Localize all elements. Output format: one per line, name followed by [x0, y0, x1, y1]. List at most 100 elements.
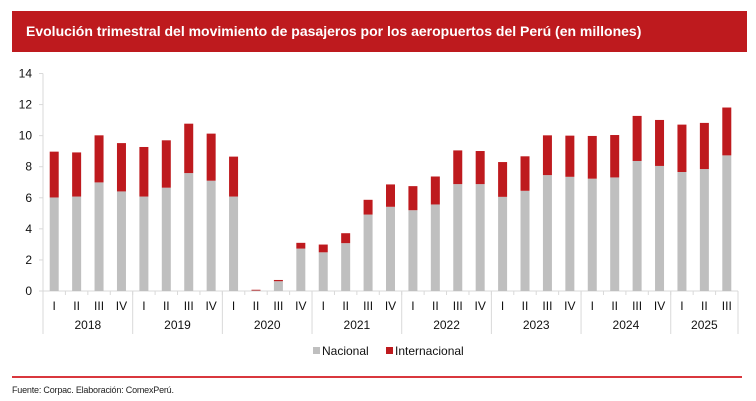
bar-nacional-2019-III	[184, 173, 194, 291]
bar-nacional-2025-III	[722, 155, 732, 291]
quarter-label: III	[722, 299, 732, 313]
y-tick-label: 12	[19, 98, 33, 112]
bar-internacional-2025-I	[677, 124, 687, 172]
quarter-label: IV	[475, 299, 486, 313]
year-label: 2024	[613, 318, 640, 332]
legend-label-internacional: Internacional	[395, 344, 464, 358]
bar-internacional-2022-II	[430, 176, 440, 205]
quarter-label: II	[701, 299, 708, 313]
bar-internacional-2023-II	[520, 156, 530, 191]
bar-internacional-2020-I	[229, 156, 239, 197]
bar-nacional-2021-II	[341, 243, 351, 291]
bar-internacional-2024-IV	[655, 119, 665, 166]
bar-internacional-2025-II	[699, 122, 709, 170]
y-tick-label: 2	[25, 253, 32, 267]
bar-internacional-2024-III	[632, 115, 642, 161]
legend-swatch-internacional	[386, 347, 393, 354]
quarter-label: III	[273, 299, 283, 313]
quarter-label: II	[253, 299, 260, 313]
bar-nacional-2022-III	[453, 184, 463, 291]
quarter-label: IV	[654, 299, 665, 313]
bar-nacional-2021-IV	[386, 206, 395, 291]
quarter-label: III	[453, 299, 463, 313]
quarter-label: IV	[385, 299, 396, 313]
legend: Nacional Internacional	[313, 344, 464, 358]
bar-nacional-2022-I	[408, 210, 418, 291]
quarter-label: I	[232, 299, 235, 313]
quarter-label: IV	[564, 299, 575, 313]
bar-nacional-2021-III	[363, 214, 373, 291]
legend-label-nacional: Nacional	[322, 344, 369, 358]
quarter-label: II	[163, 299, 170, 313]
bar-internacional-2018-III	[94, 135, 104, 183]
y-tick-label: 0	[25, 284, 32, 298]
bar-internacional-2025-III	[722, 107, 732, 156]
year-label: 2022	[433, 318, 460, 332]
quarter-label: I	[680, 299, 683, 313]
year-label: 2020	[254, 318, 281, 332]
bar-nacional-2022-II	[430, 204, 440, 291]
bar-nacional-2023-IV	[565, 176, 575, 291]
chart-title-bar: Evolución trimestral del movimiento de p…	[12, 11, 747, 52]
bar-internacional-2021-II	[341, 233, 351, 244]
bar-nacional-2018-III	[94, 182, 104, 291]
bar-nacional-2024-I	[587, 178, 597, 291]
bar-nacional-2019-I	[139, 196, 149, 291]
bar-internacional-2018-IV	[116, 143, 126, 192]
year-label: 2023	[523, 318, 550, 332]
bar-internacional-2022-III	[453, 150, 463, 185]
year-label: 2018	[74, 318, 101, 332]
bar-nacional-2024-III	[632, 160, 642, 291]
bar-internacional-2019-III	[184, 123, 194, 174]
quarter-label: II	[611, 299, 618, 313]
bar-internacional-2021-I	[318, 244, 328, 253]
quarter-label: III	[94, 299, 104, 313]
quarter-label: I	[501, 299, 504, 313]
bar-nacional-2020-IV	[296, 248, 306, 291]
bar-internacional-2019-I	[139, 146, 149, 197]
quarter-label: IV	[205, 299, 216, 313]
y-tick-label: 14	[19, 67, 33, 81]
bar-internacional-2022-I	[408, 186, 418, 211]
bar-nacional-2024-II	[610, 177, 620, 291]
chart-title: Evolución trimestral del movimiento de p…	[26, 23, 642, 39]
bar-nacional-2022-IV	[475, 184, 485, 291]
bar-internacional-2023-IV	[565, 135, 575, 177]
bar-nacional-2020-I	[229, 196, 239, 291]
bar-internacional-2020-III	[273, 279, 283, 282]
bar-internacional-2020-II	[251, 289, 261, 291]
quarter-label: I	[591, 299, 594, 313]
bar-nacional-2018-I	[49, 197, 59, 291]
bar-nacional-2025-I	[677, 171, 687, 291]
axes: 0 2 4 6 8 10 12 14	[19, 67, 738, 298]
quarter-label: III	[184, 299, 194, 313]
y-tick-label: 8	[25, 160, 32, 174]
bar-nacional-2023-III	[542, 175, 552, 291]
quarter-label: II	[73, 299, 80, 313]
quarter-label: I	[53, 299, 56, 313]
quarter-label: I	[142, 299, 145, 313]
bar-internacional-2019-IV	[206, 133, 216, 181]
bar-internacional-2019-II	[161, 140, 171, 188]
bar-internacional-2021-III	[363, 199, 373, 215]
bar-internacional-2020-IV	[296, 242, 306, 249]
quarter-label: IV	[295, 299, 306, 313]
y-tick-label: 10	[19, 129, 33, 143]
quarter-label: II	[432, 299, 439, 313]
bar-nacional-2024-IV	[655, 165, 665, 291]
quarter-label: I	[411, 299, 414, 313]
quarter-label: I	[322, 299, 325, 313]
year-label: 2021	[344, 318, 371, 332]
bar-internacional-2018-II	[72, 152, 82, 197]
legend-swatch-nacional	[313, 347, 320, 354]
bar-internacional-2024-I	[587, 135, 597, 179]
bars	[49, 107, 732, 291]
bar-nacional-2023-I	[498, 196, 508, 291]
footer-divider	[12, 376, 742, 378]
quarter-label: III	[363, 299, 373, 313]
source-note: Fuente: Corpac. Elaboración: ComexPerú.	[12, 385, 174, 395]
bar-nacional-2020-III	[273, 281, 283, 291]
bar-internacional-2021-IV	[386, 184, 395, 207]
